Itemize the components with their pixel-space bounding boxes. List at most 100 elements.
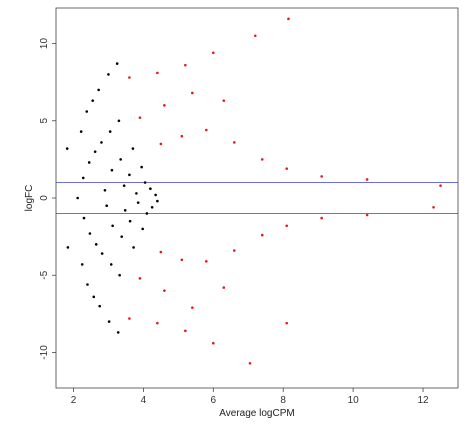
data-points bbox=[65, 17, 442, 365]
data-point bbox=[212, 51, 215, 55]
data-point bbox=[135, 192, 138, 195]
data-point bbox=[79, 130, 83, 133]
data-point bbox=[159, 142, 163, 146]
data-point bbox=[248, 361, 252, 365]
data-point bbox=[119, 158, 122, 161]
data-point bbox=[365, 178, 369, 181]
data-point bbox=[97, 88, 100, 92]
data-point bbox=[222, 99, 226, 102]
data-point bbox=[82, 216, 86, 220]
data-point bbox=[117, 119, 121, 123]
data-point bbox=[184, 63, 187, 67]
data-point bbox=[253, 34, 257, 38]
data-point bbox=[88, 232, 92, 235]
data-point bbox=[432, 205, 435, 209]
data-point bbox=[320, 175, 323, 178]
data-point bbox=[138, 116, 142, 119]
data-point bbox=[140, 165, 143, 169]
data-point bbox=[141, 227, 144, 231]
x-axis: 2 4 6 8 10 12 bbox=[71, 388, 429, 406]
x-tick-label: 8 bbox=[280, 395, 286, 406]
data-point bbox=[156, 71, 159, 75]
data-point bbox=[149, 187, 152, 191]
data-point bbox=[287, 17, 290, 21]
data-point bbox=[109, 263, 113, 266]
data-point bbox=[128, 317, 131, 320]
x-tick-label: 12 bbox=[417, 395, 429, 406]
data-point bbox=[110, 168, 114, 172]
data-point bbox=[76, 196, 79, 200]
data-point bbox=[105, 204, 108, 208]
data-point bbox=[123, 209, 127, 212]
data-point bbox=[285, 167, 289, 170]
data-point bbox=[205, 128, 208, 132]
data-point bbox=[159, 250, 163, 254]
data-point bbox=[180, 134, 184, 138]
y-tick-label: -5 bbox=[39, 270, 50, 279]
data-point bbox=[92, 295, 96, 299]
data-point bbox=[136, 201, 140, 204]
y-tick-label: 0 bbox=[39, 195, 50, 201]
data-point bbox=[191, 91, 194, 95]
data-point bbox=[205, 260, 208, 263]
data-point bbox=[145, 212, 149, 215]
data-point bbox=[180, 258, 184, 262]
data-point bbox=[143, 181, 147, 184]
data-point bbox=[150, 205, 154, 209]
data-point bbox=[222, 286, 226, 289]
y-tick-label: -10 bbox=[39, 345, 50, 360]
data-point bbox=[118, 273, 121, 277]
data-point bbox=[128, 76, 131, 79]
data-point bbox=[86, 283, 89, 286]
y-tick-label: 10 bbox=[39, 38, 50, 50]
data-point bbox=[107, 73, 110, 76]
data-point bbox=[232, 141, 236, 144]
data-point bbox=[128, 219, 132, 223]
data-point bbox=[85, 110, 89, 113]
data-point bbox=[81, 176, 85, 180]
x-axis-title: Average logCPM bbox=[219, 408, 294, 419]
data-point bbox=[154, 193, 157, 197]
data-point bbox=[122, 184, 126, 187]
data-point bbox=[128, 173, 131, 177]
y-axis-title: logFC bbox=[24, 185, 35, 212]
data-point bbox=[156, 199, 159, 203]
data-point bbox=[108, 130, 112, 133]
data-point bbox=[138, 277, 142, 280]
data-point bbox=[65, 147, 69, 150]
data-point bbox=[365, 213, 369, 217]
data-point bbox=[191, 306, 194, 309]
data-point bbox=[80, 263, 84, 266]
data-point bbox=[184, 329, 187, 333]
data-point bbox=[120, 235, 124, 238]
x-tick-label: 2 bbox=[71, 395, 77, 406]
data-point bbox=[163, 104, 166, 107]
data-point bbox=[212, 341, 215, 345]
data-point bbox=[132, 246, 135, 249]
data-point bbox=[93, 150, 97, 153]
data-point bbox=[100, 252, 104, 255]
x-tick-label: 10 bbox=[348, 395, 360, 406]
y-tick-label: 5 bbox=[39, 118, 50, 124]
data-point bbox=[103, 188, 107, 192]
data-point bbox=[439, 184, 442, 187]
x-tick-label: 4 bbox=[141, 395, 147, 406]
data-point bbox=[116, 331, 120, 334]
data-point bbox=[94, 243, 98, 246]
data-point bbox=[115, 62, 119, 65]
data-point bbox=[260, 233, 264, 237]
x-tick-label: 6 bbox=[211, 395, 217, 406]
data-point bbox=[107, 320, 111, 323]
data-point bbox=[163, 289, 166, 292]
data-point bbox=[260, 158, 264, 161]
data-point bbox=[131, 147, 135, 150]
data-point bbox=[111, 224, 114, 228]
data-point bbox=[320, 216, 323, 220]
data-point bbox=[100, 141, 103, 144]
reference-lines bbox=[56, 182, 458, 214]
data-point bbox=[87, 161, 91, 164]
data-point bbox=[98, 304, 101, 308]
